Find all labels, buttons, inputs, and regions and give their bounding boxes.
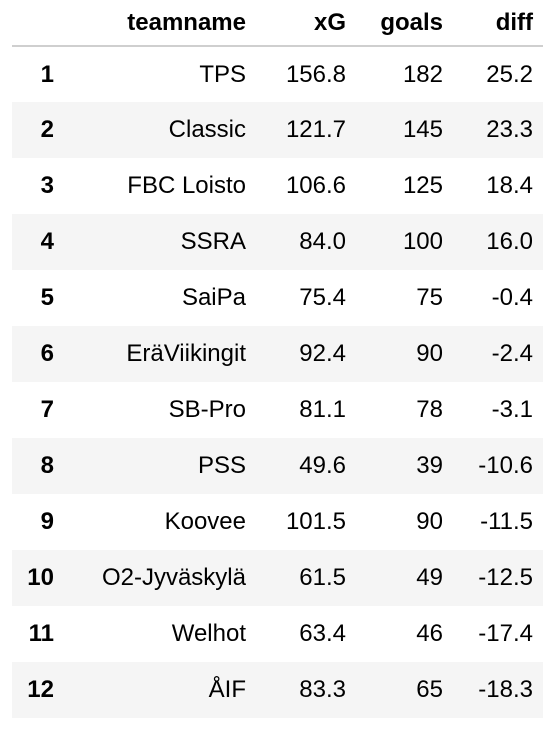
table-row: 3 FBC Loisto 106.6 125 18.4 <box>12 158 543 214</box>
row-index: 7 <box>12 382 66 438</box>
cell-goals: 182 <box>356 46 453 102</box>
cell-teamname: PSS <box>66 438 256 494</box>
cell-goals: 90 <box>356 326 453 382</box>
cell-goals: 125 <box>356 158 453 214</box>
cell-teamname: EräViikingit <box>66 326 256 382</box>
cell-teamname: FBC Loisto <box>66 158 256 214</box>
table-body: 1 TPS 156.8 182 25.2 2 Classic 121.7 145 23.3 3 FBC… <box>12 46 543 718</box>
table-row: 6 EräViikingit 92.4 90 -2.4 <box>12 326 543 382</box>
column-header-xg: xG <box>256 0 356 46</box>
column-header-goals: goals <box>356 0 453 46</box>
table-row: 5 SaiPa 75.4 75 -0.4 <box>12 270 543 326</box>
column-header-diff: diff <box>453 0 543 46</box>
table-row: 10 O2-Jyväskylä 61.5 49 -12.5 <box>12 550 543 606</box>
cell-xg: 121.7 <box>256 102 356 158</box>
cell-goals: 75 <box>356 270 453 326</box>
row-index: 5 <box>12 270 66 326</box>
cell-teamname: Koovee <box>66 494 256 550</box>
cell-diff: 16.0 <box>453 214 543 270</box>
cell-xg: 75.4 <box>256 270 356 326</box>
cell-goals: 90 <box>356 494 453 550</box>
column-header-teamname: teamname <box>66 0 256 46</box>
cell-goals: 145 <box>356 102 453 158</box>
cell-xg: 156.8 <box>256 46 356 102</box>
row-index: 9 <box>12 494 66 550</box>
cell-xg: 83.3 <box>256 662 356 718</box>
cell-teamname: Classic <box>66 102 256 158</box>
cell-xg: 84.0 <box>256 214 356 270</box>
cell-goals: 100 <box>356 214 453 270</box>
row-index: 10 <box>12 550 66 606</box>
dataframe-output: teamname xG goals diff 1 TPS 156.8 182 25.2 2… <box>12 0 543 718</box>
table-header: teamname xG goals diff <box>12 0 543 46</box>
cell-teamname: SB-Pro <box>66 382 256 438</box>
cell-goals: 46 <box>356 606 453 662</box>
cell-goals: 65 <box>356 662 453 718</box>
row-index: 8 <box>12 438 66 494</box>
cell-diff: -0.4 <box>453 270 543 326</box>
row-index: 11 <box>12 606 66 662</box>
row-index: 6 <box>12 326 66 382</box>
table-row: 7 SB-Pro 81.1 78 -3.1 <box>12 382 543 438</box>
row-index: 4 <box>12 214 66 270</box>
row-index: 3 <box>12 158 66 214</box>
cell-teamname: SaiPa <box>66 270 256 326</box>
cell-xg: 106.6 <box>256 158 356 214</box>
index-header <box>12 0 66 46</box>
cell-teamname: SSRA <box>66 214 256 270</box>
cell-goals: 49 <box>356 550 453 606</box>
cell-teamname: TPS <box>66 46 256 102</box>
table-row: 2 Classic 121.7 145 23.3 <box>12 102 543 158</box>
table-row: 12 ÅIF 83.3 65 -18.3 <box>12 662 543 718</box>
cell-goals: 78 <box>356 382 453 438</box>
cell-diff: -10.6 <box>453 438 543 494</box>
cell-diff: 25.2 <box>453 46 543 102</box>
header-row: teamname xG goals diff <box>12 0 543 46</box>
table-row: 1 TPS 156.8 182 25.2 <box>12 46 543 102</box>
cell-xg: 61.5 <box>256 550 356 606</box>
table-row: 4 SSRA 84.0 100 16.0 <box>12 214 543 270</box>
cell-diff: -17.4 <box>453 606 543 662</box>
cell-teamname: O2-Jyväskylä <box>66 550 256 606</box>
table-row: 9 Koovee 101.5 90 -11.5 <box>12 494 543 550</box>
cell-teamname: Welhot <box>66 606 256 662</box>
cell-xg: 101.5 <box>256 494 356 550</box>
cell-diff: 18.4 <box>453 158 543 214</box>
table-row: 11 Welhot 63.4 46 -17.4 <box>12 606 543 662</box>
row-index: 2 <box>12 102 66 158</box>
cell-diff: -2.4 <box>453 326 543 382</box>
table-row: 8 PSS 49.6 39 -10.6 <box>12 438 543 494</box>
row-index: 12 <box>12 662 66 718</box>
cell-xg: 63.4 <box>256 606 356 662</box>
cell-diff: -18.3 <box>453 662 543 718</box>
cell-xg: 92.4 <box>256 326 356 382</box>
cell-xg: 81.1 <box>256 382 356 438</box>
cell-diff: -3.1 <box>453 382 543 438</box>
cell-goals: 39 <box>356 438 453 494</box>
row-index: 1 <box>12 46 66 102</box>
cell-teamname: ÅIF <box>66 662 256 718</box>
cell-diff: -11.5 <box>453 494 543 550</box>
cell-diff: 23.3 <box>453 102 543 158</box>
cell-xg: 49.6 <box>256 438 356 494</box>
cell-diff: -12.5 <box>453 550 543 606</box>
dataframe-table: teamname xG goals diff 1 TPS 156.8 182 25.2 2… <box>12 0 543 718</box>
